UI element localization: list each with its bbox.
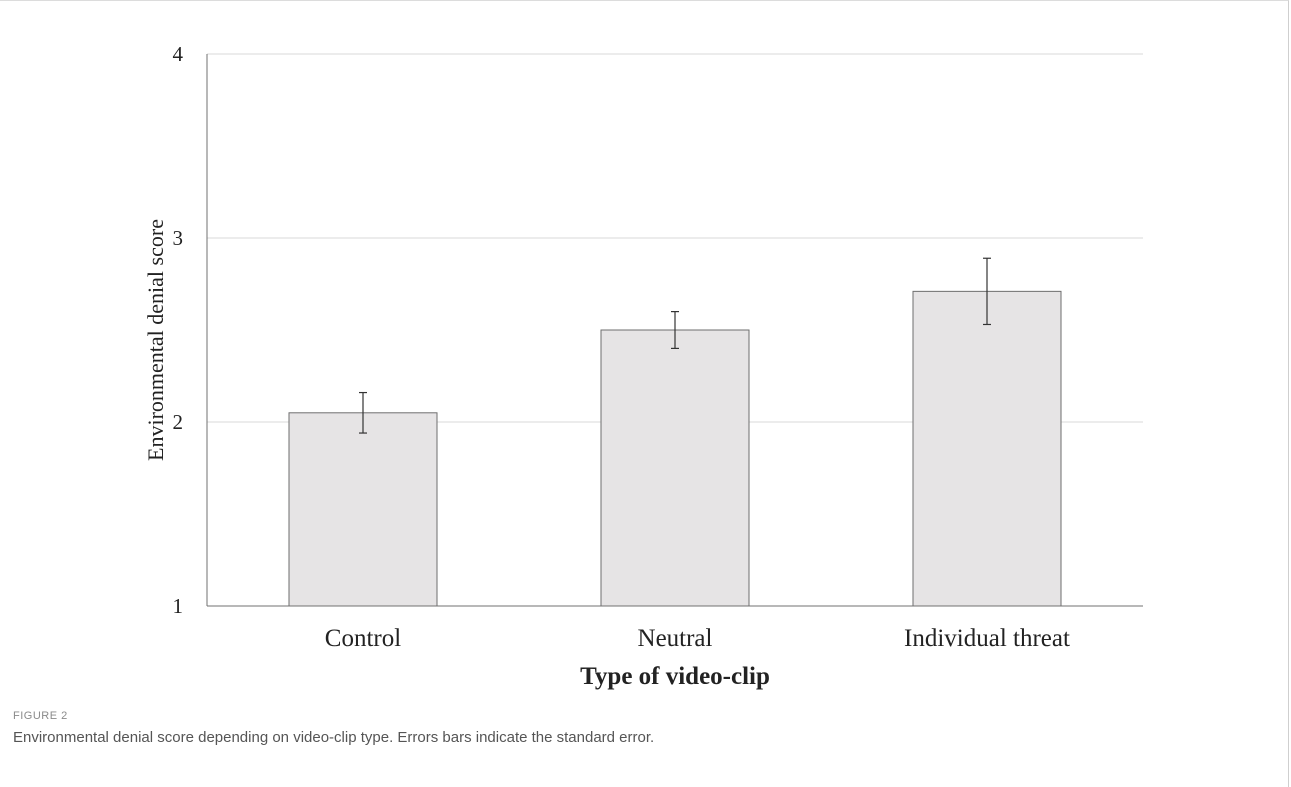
y-tick-label: 3	[173, 226, 184, 250]
bars	[288, 257, 1062, 607]
bar	[600, 329, 750, 607]
bar-chart: 1 2 3 4 Control Neutral Individual threat Type …	[143, 42, 1143, 690]
y-tick-label: 4	[173, 42, 184, 66]
y-tick-label: 2	[173, 410, 184, 434]
figure-caption: Environmental denial score depending on …	[13, 729, 655, 746]
x-axis-title: Type of video-clip	[580, 663, 770, 690]
bar	[288, 412, 438, 607]
x-tick-label: Neutral	[638, 625, 713, 652]
figure-label: FIGURE 2	[13, 710, 68, 722]
y-axis-title: Environmental denial score	[143, 219, 168, 461]
bar	[912, 290, 1062, 607]
x-tick-label: Control	[325, 625, 401, 652]
axis-labels: 1 2 3 4 Control Neutral Individual threat Type …	[143, 42, 1070, 690]
x-tick-label: Individual threat	[904, 625, 1070, 652]
axes	[206, 54, 1143, 607]
y-tick-label: 1	[173, 594, 184, 618]
